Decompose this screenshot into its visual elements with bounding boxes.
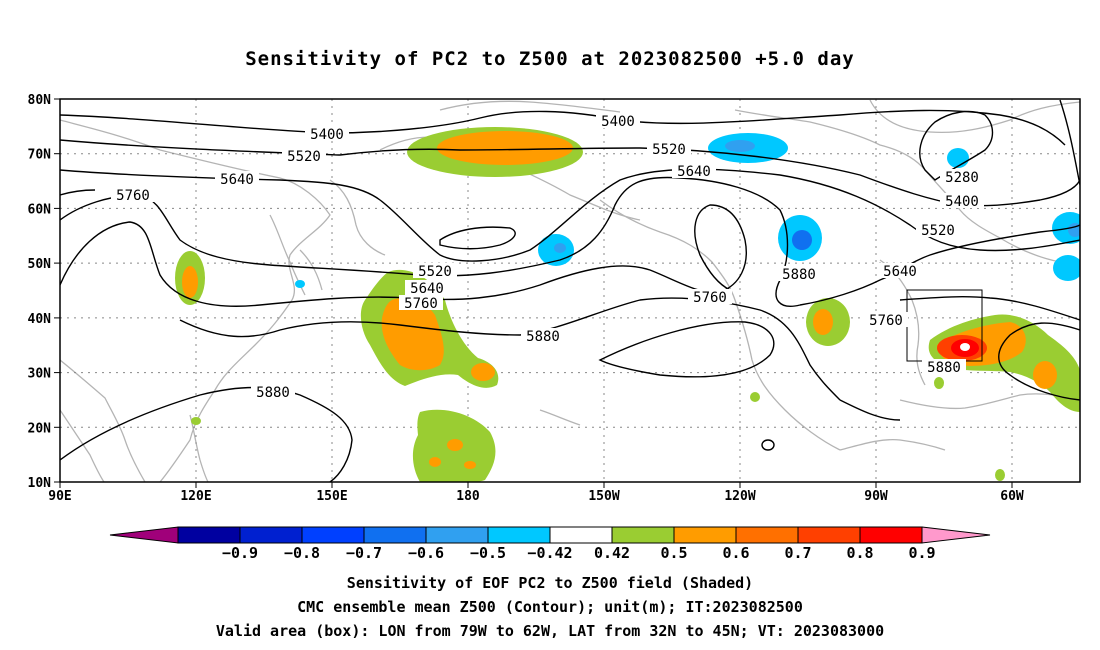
- colorbar-swatch: [301, 526, 365, 544]
- lat-label: 10N: [28, 476, 52, 491]
- colorbar-swatch: [177, 526, 241, 544]
- contour-label-5640: 5640: [410, 281, 444, 297]
- colorbar-swatch: [797, 526, 861, 544]
- lat-label: 20N: [28, 421, 52, 436]
- colorbar-label: 0.5: [660, 544, 687, 562]
- lat-label: 40N: [28, 312, 52, 327]
- contour-label-5400: 5400: [601, 114, 635, 130]
- colorbar-label: 0.7: [784, 544, 811, 562]
- contour-label-5520: 5520: [418, 264, 452, 280]
- colorbar-label: −0.6: [408, 544, 444, 562]
- caption-line-3: Valid area (box): LON from 79W to 62W, L…: [215, 622, 885, 640]
- contour-label-5880: 5880: [782, 267, 816, 283]
- lon-label: 120W: [724, 489, 755, 504]
- colorbar-swatch: [487, 526, 551, 544]
- colorbar-label: −0.8: [284, 544, 320, 562]
- colorbar-swatch: [859, 526, 923, 544]
- lon-label: 120E: [180, 489, 211, 504]
- contour-labels: 5400 5520 5640 5760 5400 5520 5640 5520 …: [111, 113, 984, 401]
- lon-label: 150W: [588, 489, 619, 504]
- lon-label: 90W: [864, 489, 888, 504]
- contour-label-5880: 5880: [256, 385, 290, 401]
- colorbar-label: 0.6: [722, 544, 749, 562]
- map-plot-area: 5400 5520 5640 5760 5400 5520 5640 5520 …: [60, 99, 1080, 482]
- contour-label-5520: 5520: [287, 149, 321, 165]
- contour-label-5520: 5520: [921, 223, 955, 239]
- contour-label-5760: 5760: [693, 290, 727, 306]
- lat-label: 60N: [28, 202, 52, 217]
- colorbar-label: 0.9: [908, 544, 935, 562]
- colorbar-label: −0.5: [470, 544, 506, 562]
- contour-label-5880: 5880: [927, 360, 961, 376]
- colorbar-swatch: [735, 526, 799, 544]
- contour-label-5400: 5400: [945, 194, 979, 210]
- caption-line-1: Sensitivity of EOF PC2 to Z500 field (Sh…: [346, 574, 754, 592]
- lon-label: 180: [456, 489, 480, 504]
- contour-label-5640: 5640: [883, 264, 917, 280]
- colorbar: −0.9 −0.8 −0.7 −0.6 −0.5 −0.42 0.42 0.5 0.6 0.7 0.…: [109, 526, 991, 562]
- contour-label-5520: 5520: [652, 142, 686, 158]
- latitude-labels: 80N 70N 60N 50N 40N 30N 20N 10N: [28, 93, 52, 491]
- map-frame: [59, 98, 1081, 483]
- colorbar-label: 0.42: [594, 544, 630, 562]
- tick-marks: [54, 98, 1013, 488]
- caption-line-2: CMC ensemble mean Z500 (Contour); unit(m…: [297, 598, 803, 616]
- colorbar-swatch: [239, 526, 303, 544]
- contour-label-5760: 5760: [116, 188, 150, 204]
- lon-label: 150E: [316, 489, 347, 504]
- longitude-labels: 90E 120E 150E 180 150W 120W 90W 60W: [48, 489, 1024, 504]
- colorbar-label: −0.9: [222, 544, 258, 562]
- contour-label-5760: 5760: [404, 296, 438, 312]
- map-title: Sensitivity of PC2 to Z500 at 2023082500…: [245, 48, 855, 70]
- lon-label: 90E: [48, 489, 71, 504]
- contour-label-5400: 5400: [310, 127, 344, 143]
- colorbar-swatch: [611, 526, 675, 544]
- lat-label: 80N: [28, 93, 52, 108]
- colorbar-min-triangle: [109, 526, 179, 544]
- contour-label-5760: 5760: [869, 313, 903, 329]
- lon-label: 60W: [1000, 489, 1024, 504]
- negative-sensitivity-shading: [295, 133, 1080, 288]
- lat-label: 70N: [28, 148, 52, 163]
- colorbar-label: 0.8: [846, 544, 873, 562]
- contour-label-5280: 5280: [945, 170, 979, 186]
- colorbar-max-triangle: [921, 526, 991, 544]
- lat-label: 30N: [28, 367, 52, 382]
- colorbar-swatch: [673, 526, 737, 544]
- colorbar-label: −0.7: [346, 544, 382, 562]
- colorbar-swatch: [363, 526, 427, 544]
- contour-label-5640: 5640: [220, 172, 254, 188]
- colorbar-label: −0.42: [527, 544, 572, 562]
- contour-label-5640: 5640: [677, 164, 711, 180]
- colorbar-swatch: [425, 526, 489, 544]
- colorbar-swatch: [549, 526, 613, 544]
- contour-label-5880: 5880: [526, 329, 560, 345]
- lat-label: 50N: [28, 257, 52, 272]
